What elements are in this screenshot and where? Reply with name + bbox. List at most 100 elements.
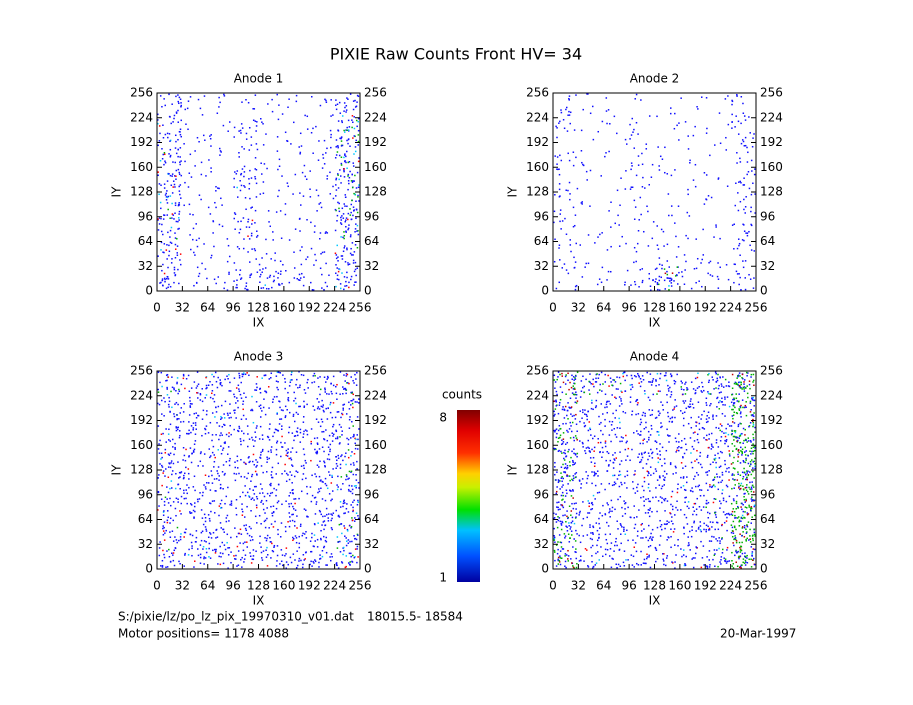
count-dot bbox=[629, 516, 632, 518]
count-dot bbox=[591, 567, 594, 569]
count-dot bbox=[347, 98, 349, 100]
count-dot bbox=[246, 546, 249, 548]
count-dot bbox=[629, 459, 631, 462]
count-dot bbox=[353, 284, 355, 286]
count-dot bbox=[211, 384, 214, 386]
count-dot bbox=[727, 278, 730, 281]
count-dot bbox=[191, 403, 193, 405]
count-dot bbox=[346, 129, 348, 132]
count-dot bbox=[233, 262, 236, 264]
count-dot bbox=[296, 431, 299, 433]
count-dot bbox=[588, 389, 590, 391]
count-dot bbox=[741, 508, 743, 511]
count-dot bbox=[680, 380, 683, 382]
count-dot bbox=[289, 492, 292, 494]
count-dot bbox=[195, 536, 198, 539]
count-dot bbox=[287, 448, 289, 450]
count-dot bbox=[335, 462, 338, 465]
count-dot bbox=[178, 173, 181, 176]
count-dot bbox=[731, 121, 733, 123]
count-dot bbox=[179, 156, 181, 158]
count-dot bbox=[751, 397, 753, 400]
count-dot bbox=[659, 412, 661, 415]
y2-tick-label: 64 bbox=[364, 512, 379, 526]
count-dot bbox=[625, 434, 627, 437]
count-dot bbox=[715, 415, 718, 417]
count-dot bbox=[634, 280, 636, 283]
count-dot bbox=[185, 497, 187, 500]
count-dot bbox=[717, 262, 719, 264]
count-dot bbox=[288, 281, 291, 284]
count-dot bbox=[343, 525, 345, 527]
count-dot bbox=[718, 547, 720, 550]
count-dot bbox=[176, 381, 178, 384]
count-dot bbox=[741, 526, 744, 528]
count-dot bbox=[665, 473, 668, 475]
count-dot bbox=[319, 558, 321, 560]
count-dot bbox=[233, 428, 235, 431]
count-dot bbox=[213, 375, 215, 378]
count-dot bbox=[184, 108, 187, 111]
count-dot bbox=[721, 425, 723, 427]
count-dot bbox=[601, 446, 604, 449]
count-dot bbox=[351, 492, 354, 495]
count-dot bbox=[622, 561, 625, 564]
count-dot bbox=[291, 447, 294, 449]
count-dot bbox=[614, 222, 617, 225]
count-dot bbox=[224, 502, 226, 505]
count-dot bbox=[700, 262, 702, 264]
count-dot bbox=[345, 161, 347, 164]
count-dot bbox=[241, 508, 243, 511]
count-dot bbox=[656, 393, 658, 395]
count-dot bbox=[160, 371, 163, 374]
count-dot bbox=[575, 242, 578, 245]
count-dot bbox=[640, 496, 642, 499]
count-dot bbox=[199, 556, 202, 559]
count-dot bbox=[299, 192, 301, 194]
count-dot bbox=[732, 532, 735, 534]
count-dot bbox=[340, 488, 342, 491]
x-tick-label: 224 bbox=[323, 301, 346, 315]
count-dot bbox=[327, 453, 330, 456]
count-dot bbox=[278, 283, 280, 285]
count-dot bbox=[670, 393, 673, 396]
count-dot bbox=[719, 429, 721, 432]
count-dot bbox=[739, 422, 741, 425]
count-dot bbox=[337, 475, 339, 478]
count-dot bbox=[296, 564, 299, 567]
count-dot bbox=[574, 388, 576, 390]
count-dot bbox=[285, 472, 288, 475]
count-dot bbox=[651, 538, 653, 540]
count-dot bbox=[332, 423, 335, 426]
count-dot bbox=[222, 124, 225, 127]
count-dot bbox=[744, 517, 746, 519]
count-dot bbox=[721, 479, 724, 482]
count-dot bbox=[203, 484, 205, 486]
count-dot bbox=[691, 403, 694, 405]
count-dot bbox=[355, 538, 358, 541]
count-dot bbox=[188, 455, 190, 457]
count-dot bbox=[247, 445, 249, 448]
count-dot bbox=[348, 552, 351, 555]
count-dot bbox=[238, 376, 241, 379]
count-dot bbox=[248, 188, 250, 190]
x-tick-label: 128 bbox=[247, 579, 270, 593]
count-dot bbox=[254, 470, 257, 473]
count-dot bbox=[565, 520, 567, 523]
count-dot bbox=[751, 459, 753, 461]
count-dot bbox=[186, 502, 188, 505]
count-dot bbox=[645, 498, 647, 501]
count-dot bbox=[574, 401, 577, 404]
count-dot bbox=[352, 509, 354, 512]
count-dot bbox=[614, 433, 617, 436]
count-dot bbox=[695, 421, 697, 423]
count-dot bbox=[614, 459, 616, 461]
count-dot bbox=[180, 471, 183, 473]
count-dot bbox=[191, 545, 193, 547]
count-dot bbox=[563, 417, 566, 419]
count-dot bbox=[338, 268, 341, 271]
count-dot bbox=[737, 505, 739, 508]
count-dot bbox=[319, 238, 321, 240]
count-dot bbox=[167, 433, 170, 435]
count-dot bbox=[271, 98, 273, 101]
